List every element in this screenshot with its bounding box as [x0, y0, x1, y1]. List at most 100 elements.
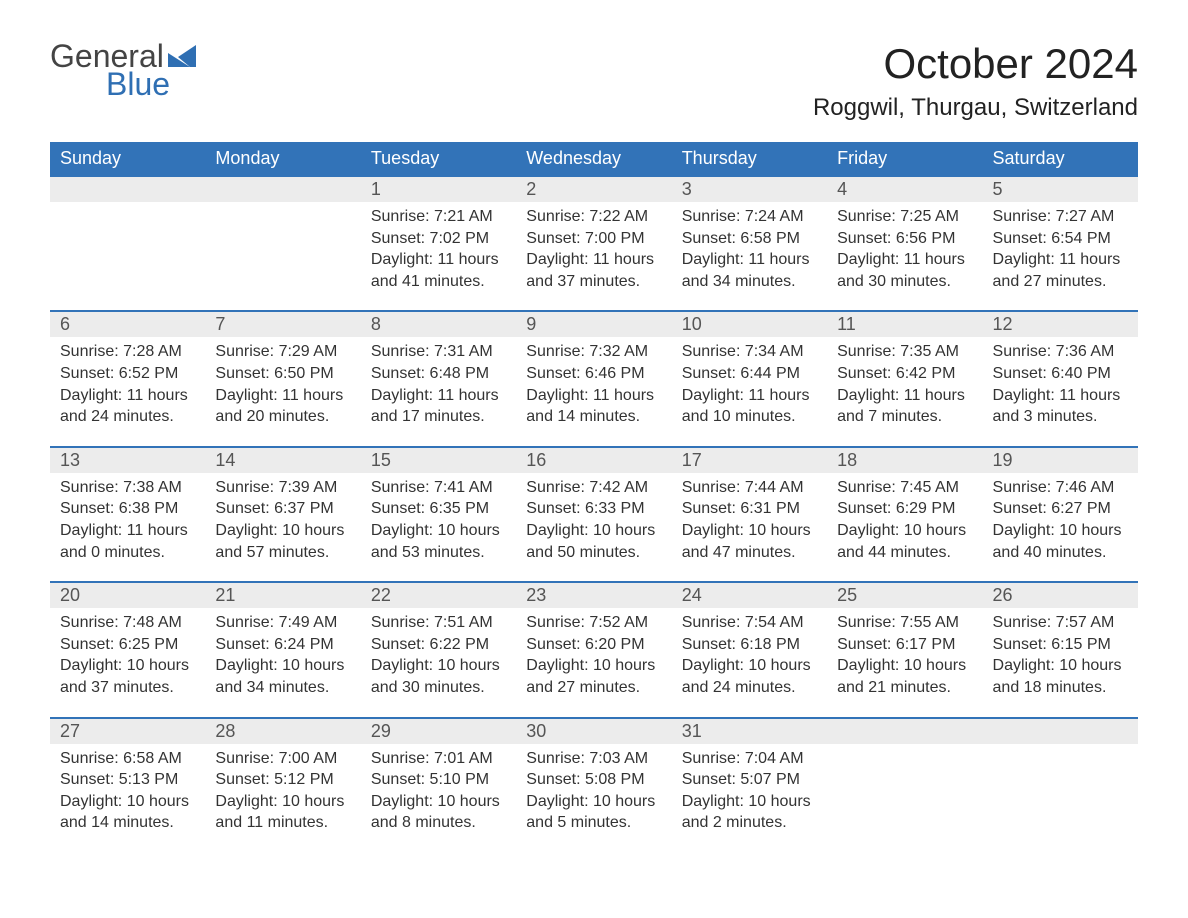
- day-cell: Sunrise: 7:55 AMSunset: 6:17 PMDaylight:…: [827, 608, 982, 717]
- calendar-week-header: 20212223242526: [50, 582, 1138, 608]
- day-cell: Sunrise: 7:25 AMSunset: 6:56 PMDaylight:…: [827, 202, 982, 311]
- daylight-text: and 11 minutes.: [215, 812, 350, 834]
- daylight-text: Daylight: 10 hours: [682, 520, 817, 542]
- daylight-text: Daylight: 10 hours: [526, 791, 661, 813]
- sunrise-text: Sunrise: 7:25 AM: [837, 206, 972, 228]
- day-number: 26: [983, 582, 1138, 608]
- day-cell: Sunrise: 7:35 AMSunset: 6:42 PMDaylight:…: [827, 337, 982, 446]
- sunset-text: Sunset: 6:50 PM: [215, 363, 350, 385]
- day-number: 15: [361, 447, 516, 473]
- sunset-text: Sunset: 6:18 PM: [682, 634, 817, 656]
- day-cell: Sunrise: 7:44 AMSunset: 6:31 PMDaylight:…: [672, 473, 827, 582]
- day-number: 21: [205, 582, 360, 608]
- day-number: 11: [827, 311, 982, 337]
- daylight-text: Daylight: 10 hours: [371, 520, 506, 542]
- sunset-text: Sunset: 6:42 PM: [837, 363, 972, 385]
- sunrise-text: Sunrise: 7:03 AM: [526, 748, 661, 770]
- daylight-text: Daylight: 11 hours: [682, 385, 817, 407]
- sunrise-text: Sunrise: 7:51 AM: [371, 612, 506, 634]
- day-cell: Sunrise: 7:36 AMSunset: 6:40 PMDaylight:…: [983, 337, 1138, 446]
- daylight-text: and 44 minutes.: [837, 542, 972, 564]
- daylight-text: Daylight: 11 hours: [993, 249, 1128, 271]
- day-number: 23: [516, 582, 671, 608]
- daylight-text: and 20 minutes.: [215, 406, 350, 428]
- day-number: [827, 718, 982, 744]
- sunrise-text: Sunrise: 6:58 AM: [60, 748, 195, 770]
- weekday-header: Tuesday: [361, 142, 516, 176]
- day-number: 27: [50, 718, 205, 744]
- sunset-text: Sunset: 6:15 PM: [993, 634, 1128, 656]
- sunrise-text: Sunrise: 7:36 AM: [993, 341, 1128, 363]
- sunrise-text: Sunrise: 7:57 AM: [993, 612, 1128, 634]
- day-cell: Sunrise: 7:51 AMSunset: 6:22 PMDaylight:…: [361, 608, 516, 717]
- sunrise-text: Sunrise: 7:04 AM: [682, 748, 817, 770]
- daylight-text: and 14 minutes.: [526, 406, 661, 428]
- day-cell: Sunrise: 7:28 AMSunset: 6:52 PMDaylight:…: [50, 337, 205, 446]
- daylight-text: Daylight: 11 hours: [837, 249, 972, 271]
- sunset-text: Sunset: 6:24 PM: [215, 634, 350, 656]
- day-cell: [827, 744, 982, 852]
- sunset-text: Sunset: 5:13 PM: [60, 769, 195, 791]
- sunrise-text: Sunrise: 7:41 AM: [371, 477, 506, 499]
- calendar-week-body: Sunrise: 7:28 AMSunset: 6:52 PMDaylight:…: [50, 337, 1138, 446]
- sunset-text: Sunset: 6:56 PM: [837, 228, 972, 250]
- calendar-table: Sunday Monday Tuesday Wednesday Thursday…: [50, 142, 1138, 852]
- day-cell: Sunrise: 7:00 AMSunset: 5:12 PMDaylight:…: [205, 744, 360, 852]
- daylight-text: Daylight: 10 hours: [371, 655, 506, 677]
- daylight-text: Daylight: 10 hours: [837, 520, 972, 542]
- daylight-text: and 21 minutes.: [837, 677, 972, 699]
- sunrise-text: Sunrise: 7:54 AM: [682, 612, 817, 634]
- daylight-text: and 50 minutes.: [526, 542, 661, 564]
- day-cell: Sunrise: 7:22 AMSunset: 7:00 PMDaylight:…: [516, 202, 671, 311]
- sunset-text: Sunset: 6:29 PM: [837, 498, 972, 520]
- daylight-text: Daylight: 10 hours: [526, 655, 661, 677]
- daylight-text: Daylight: 10 hours: [60, 655, 195, 677]
- daylight-text: Daylight: 10 hours: [993, 520, 1128, 542]
- sunset-text: Sunset: 6:31 PM: [682, 498, 817, 520]
- calendar-week-header: 12345: [50, 176, 1138, 202]
- daylight-text: Daylight: 11 hours: [371, 249, 506, 271]
- day-number: 20: [50, 582, 205, 608]
- sunrise-text: Sunrise: 7:42 AM: [526, 477, 661, 499]
- day-cell: Sunrise: 7:45 AMSunset: 6:29 PMDaylight:…: [827, 473, 982, 582]
- daylight-text: Daylight: 10 hours: [60, 791, 195, 813]
- sunset-text: Sunset: 6:58 PM: [682, 228, 817, 250]
- day-number: 13: [50, 447, 205, 473]
- sunrise-text: Sunrise: 7:46 AM: [993, 477, 1128, 499]
- daylight-text: and 14 minutes.: [60, 812, 195, 834]
- day-number: 24: [672, 582, 827, 608]
- sunrise-text: Sunrise: 7:32 AM: [526, 341, 661, 363]
- day-cell: Sunrise: 7:32 AMSunset: 6:46 PMDaylight:…: [516, 337, 671, 446]
- day-number: 7: [205, 311, 360, 337]
- day-number: 10: [672, 311, 827, 337]
- sunset-text: Sunset: 5:12 PM: [215, 769, 350, 791]
- daylight-text: Daylight: 10 hours: [682, 791, 817, 813]
- sunrise-text: Sunrise: 7:31 AM: [371, 341, 506, 363]
- daylight-text: and 0 minutes.: [60, 542, 195, 564]
- sunrise-text: Sunrise: 7:34 AM: [682, 341, 817, 363]
- daylight-text: and 41 minutes.: [371, 271, 506, 293]
- daylight-text: Daylight: 11 hours: [526, 385, 661, 407]
- sunrise-text: Sunrise: 7:49 AM: [215, 612, 350, 634]
- sunset-text: Sunset: 6:37 PM: [215, 498, 350, 520]
- sunset-text: Sunset: 7:00 PM: [526, 228, 661, 250]
- sunset-text: Sunset: 6:44 PM: [682, 363, 817, 385]
- daylight-text: Daylight: 11 hours: [60, 520, 195, 542]
- daylight-text: and 2 minutes.: [682, 812, 817, 834]
- calendar-week-header: 2728293031: [50, 718, 1138, 744]
- day-cell: Sunrise: 7:46 AMSunset: 6:27 PMDaylight:…: [983, 473, 1138, 582]
- day-number: 12: [983, 311, 1138, 337]
- calendar-week-header: 6789101112: [50, 311, 1138, 337]
- sunrise-text: Sunrise: 7:29 AM: [215, 341, 350, 363]
- day-cell: Sunrise: 7:03 AMSunset: 5:08 PMDaylight:…: [516, 744, 671, 852]
- daylight-text: and 24 minutes.: [682, 677, 817, 699]
- daylight-text: and 34 minutes.: [215, 677, 350, 699]
- daylight-text: and 18 minutes.: [993, 677, 1128, 699]
- daylight-text: Daylight: 10 hours: [215, 791, 350, 813]
- day-cell: [205, 202, 360, 311]
- day-number: 6: [50, 311, 205, 337]
- sunrise-text: Sunrise: 7:39 AM: [215, 477, 350, 499]
- day-number: 28: [205, 718, 360, 744]
- day-cell: Sunrise: 7:52 AMSunset: 6:20 PMDaylight:…: [516, 608, 671, 717]
- sunrise-text: Sunrise: 7:22 AM: [526, 206, 661, 228]
